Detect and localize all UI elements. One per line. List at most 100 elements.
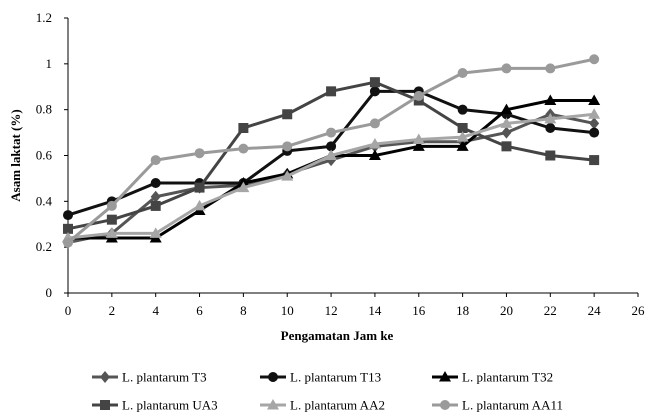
data-point-circle [457,68,468,78]
data-point-circle [413,90,424,101]
legend-item: L. plantarum T32 [432,370,553,385]
x-tick-label: 20 [500,303,513,318]
data-point-square [282,109,293,120]
data-point-triangle [500,103,513,115]
x-tick-label: 8 [240,303,247,318]
series-6 [63,54,600,248]
data-point-triangle [456,131,469,142]
data-point-square [457,123,468,133]
data-point-triangle [105,227,118,238]
data-point-triangle [149,227,162,238]
data-point-square [326,86,337,97]
data-point-circle [369,86,380,97]
legend-marker-triangle [439,371,451,382]
data-point-circle [545,63,556,74]
x-axis-label: Pengamatan Jam ke [281,328,394,343]
data-point-triangle [500,117,513,128]
data-point-circle [194,148,205,159]
data-point-diamond [589,117,600,130]
y-tick-label: 0.6 [36,148,53,163]
data-point-square [501,141,512,152]
data-point-square [369,77,380,88]
y-tick-label: 0.8 [36,102,52,117]
data-point-diamond [150,190,161,203]
x-tick-label: 18 [456,303,469,318]
data-point-circle [282,141,293,152]
x-tick-label: 12 [325,303,338,318]
data-point-circle [589,127,600,138]
legend-label: L. plantarum T32 [462,370,553,385]
legend-marker-triangle [267,399,279,410]
legend-label: L. plantarum UA3 [122,398,218,413]
legend-item: L. plantarum AA11 [432,398,563,413]
chart-series-group [62,54,601,249]
series-3 [62,94,601,243]
data-point-circle [501,63,512,74]
data-point-circle [63,237,73,248]
data-point-triangle [412,133,425,144]
y-axis-label: Asam laktat (%) [8,109,23,201]
data-point-square [63,223,73,234]
data-point-square [545,150,556,161]
legend-marker-square [100,400,110,410]
legend-item: L. plantarum T13 [260,370,381,385]
x-tick-label: 14 [368,303,382,318]
chart-axes: 00.20.40.60.811.20 2 4 6 8 10 12 14 16 18 20 22 24 26 [36,10,645,318]
data-point-square [106,214,117,225]
chart-legend: L. plantarum T3 L. plantarum T13 L. planta… [92,370,563,413]
data-point-circle [63,210,73,221]
series-4 [63,77,600,234]
data-point-triangle [456,140,469,151]
data-point-triangle [588,108,601,119]
data-point-square [589,155,600,166]
x-tick-label: 0 [65,303,72,318]
data-point-circle [150,155,161,166]
legend-item: L. plantarum T3 [92,370,207,385]
data-point-triangle [237,181,250,193]
data-point-circle [545,123,556,133]
x-tick-label: 2 [109,303,116,318]
legend-label: L. plantarum AA11 [462,398,563,413]
x-tick-label: 4 [152,303,159,318]
x-tick-label: 6 [196,303,203,318]
data-point-triangle [368,138,381,149]
data-point-square [238,123,249,133]
data-point-triangle [325,149,338,160]
legend-item: L. plantarum UA3 [92,398,218,413]
legend-label: L. plantarum T13 [290,370,381,385]
legend-marker-diamond [100,371,110,383]
legend-marker-circle [440,400,450,410]
data-point-circle [150,178,161,188]
legend-item: L. plantarum AA2 [260,398,385,413]
x-tick-label: 16 [412,303,426,318]
data-point-circle [326,127,337,138]
data-point-triangle [368,149,381,160]
data-point-square [194,182,205,193]
x-tick-label: 26 [632,303,646,318]
data-point-triangle [544,112,557,124]
y-tick-label: 0.4 [36,193,53,208]
data-point-circle [106,200,117,211]
legend-label: L. plantarum T3 [122,370,207,385]
y-tick-label: 1 [46,56,53,71]
data-point-triangle [588,94,601,105]
y-tick-label: 1.2 [36,10,52,25]
data-point-circle [326,141,337,152]
data-point-circle [238,143,249,154]
data-point-triangle [544,94,557,105]
data-point-square [150,200,161,211]
data-point-circle [457,104,468,115]
x-tick-label: 22 [544,303,557,318]
data-point-circle [369,118,380,129]
legend-marker-circle [268,372,278,382]
data-point-triangle [193,199,206,211]
x-tick-label: 24 [588,303,602,318]
data-point-triangle [281,170,294,181]
x-tick-label: 10 [281,303,294,318]
y-tick-label: 0.2 [36,239,52,254]
data-point-diamond [501,126,512,139]
series-5 [62,108,601,243]
data-point-triangle [412,140,425,151]
legend-label: L. plantarum AA2 [290,398,385,413]
